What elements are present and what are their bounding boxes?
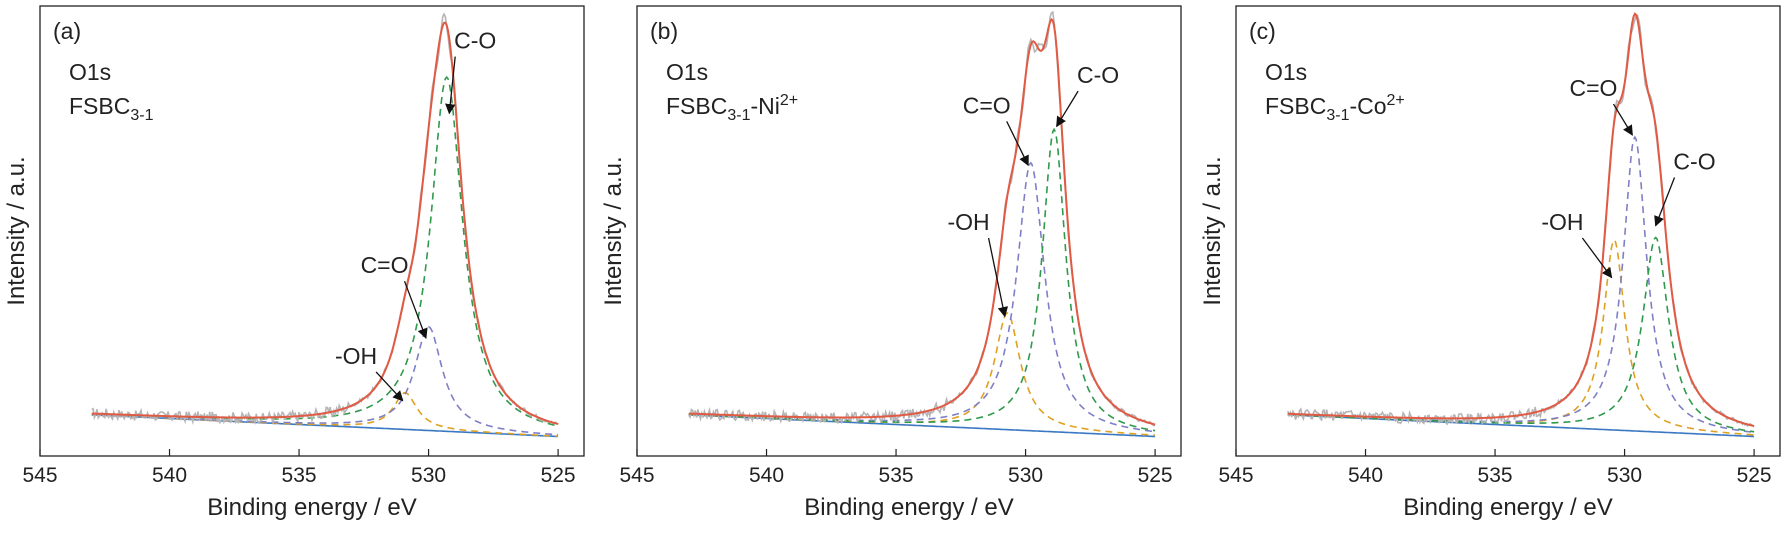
core-level-label: O1s: [666, 59, 708, 85]
x-tick-label: 525: [1737, 464, 1772, 487]
panel-c: 545 540 535 530 525 Binding energy / eV Intens…: [1199, 5, 1781, 521]
peak-annotation-arrow: [1006, 121, 1029, 167]
sample-label-main: FSBC: [666, 93, 727, 119]
peak-annotation-label: C-O: [1673, 149, 1715, 175]
peak-annotation-arrow: [445, 56, 456, 115]
peak-co_single-line: [91, 75, 559, 427]
x-tick-label: 525: [1138, 464, 1173, 487]
envelope-fit-line: [91, 21, 559, 425]
x-tick-label: 540: [749, 464, 784, 487]
x-tick-label: 545: [1218, 464, 1253, 487]
peak-annotation-arrow: [1581, 237, 1613, 279]
peak-co_double-line: [688, 161, 1156, 433]
peak-annotation-arrow: [403, 280, 428, 339]
x-tick-label: 540: [152, 464, 187, 487]
panel-label: (b): [650, 18, 678, 44]
peak-annotation-label: C=O: [963, 92, 1011, 118]
x-tick-label: 530: [1008, 464, 1043, 487]
x-tick-label: 530: [1607, 464, 1642, 487]
core-level-label: O1s: [1265, 59, 1307, 85]
panel-a: 545 540 535 530 525 Binding energy / eV Intens…: [3, 5, 585, 521]
peak-annotation-label: -OH: [335, 343, 377, 369]
panel-label: (c): [1249, 18, 1276, 44]
peak-annotation-label: C=O: [361, 252, 409, 278]
raw-data-line: [1287, 14, 1755, 428]
y-axis-label: Intensity / a.u.: [3, 156, 30, 305]
peak-annotation-label: -OH: [947, 209, 989, 235]
sample-label: FSBC3-1-Ni2+: [666, 92, 798, 124]
sample-label-sub: 3-1: [727, 107, 750, 124]
y-axis-label: Intensity / a.u.: [1199, 156, 1226, 305]
peak-co_single-line: [688, 127, 1156, 432]
sample-label-sub: 3-1: [130, 107, 153, 124]
baseline-line: [1287, 414, 1755, 438]
sample-label-charge: 2+: [780, 92, 798, 109]
peak-annotation-arrow: [987, 237, 1009, 318]
envelope-fit-line: [688, 17, 1156, 426]
plot-frame: [39, 5, 585, 457]
x-tick-label: 535: [282, 464, 317, 487]
peak-oh-line: [1287, 238, 1755, 436]
peak-annotation-label: C-O: [454, 28, 496, 54]
baseline-line: [688, 414, 1156, 438]
x-tick-label: 540: [1348, 464, 1383, 487]
sample-label-main: FSBC: [69, 93, 130, 119]
sample-label: FSBC3-1-Co2+: [1265, 92, 1405, 124]
panel-label: (a): [53, 18, 81, 44]
x-tick-label: 535: [1478, 464, 1513, 487]
sample-label-charge: 2+: [1387, 92, 1405, 109]
envelope-fit-line: [1287, 12, 1755, 427]
sample-label-ion: -Co: [1349, 93, 1386, 119]
peak-annotation-arrow: [1056, 90, 1079, 128]
core-level-label: O1s: [69, 59, 111, 85]
peak-co_single-line: [1287, 236, 1755, 433]
sample-label-ion: -Ni: [750, 93, 779, 119]
x-tick-label: 545: [619, 464, 654, 487]
x-axis-label: Binding energy / eV: [1403, 494, 1612, 521]
peak-annotation-label: C=O: [1570, 75, 1618, 101]
panel-b: 545 540 535 530 525 Binding energy / eV Intens…: [600, 5, 1182, 521]
x-tick-label: 535: [879, 464, 914, 487]
x-tick-label: 545: [22, 464, 57, 487]
x-tick-label: 530: [411, 464, 446, 487]
peak-annotation-label: -OH: [1541, 209, 1583, 235]
peak-annotation-label: C-O: [1077, 62, 1119, 88]
x-axis-label: Binding energy / eV: [804, 494, 1013, 521]
sample-label-main: FSBC: [1265, 93, 1326, 119]
x-tick-label: 525: [541, 464, 576, 487]
peak-annotation-arrow: [375, 371, 404, 402]
peak-annotation-arrow: [1654, 177, 1676, 227]
sample-label: FSBC3-1: [69, 93, 154, 124]
x-axis-label: Binding energy / eV: [207, 494, 416, 521]
plot-frame: [1235, 5, 1781, 457]
peak-annotation-arrow: [1612, 103, 1633, 136]
y-axis-label: Intensity / a.u.: [600, 156, 627, 305]
sample-label-sub: 3-1: [1326, 107, 1349, 124]
plot-frame: [636, 5, 1182, 457]
